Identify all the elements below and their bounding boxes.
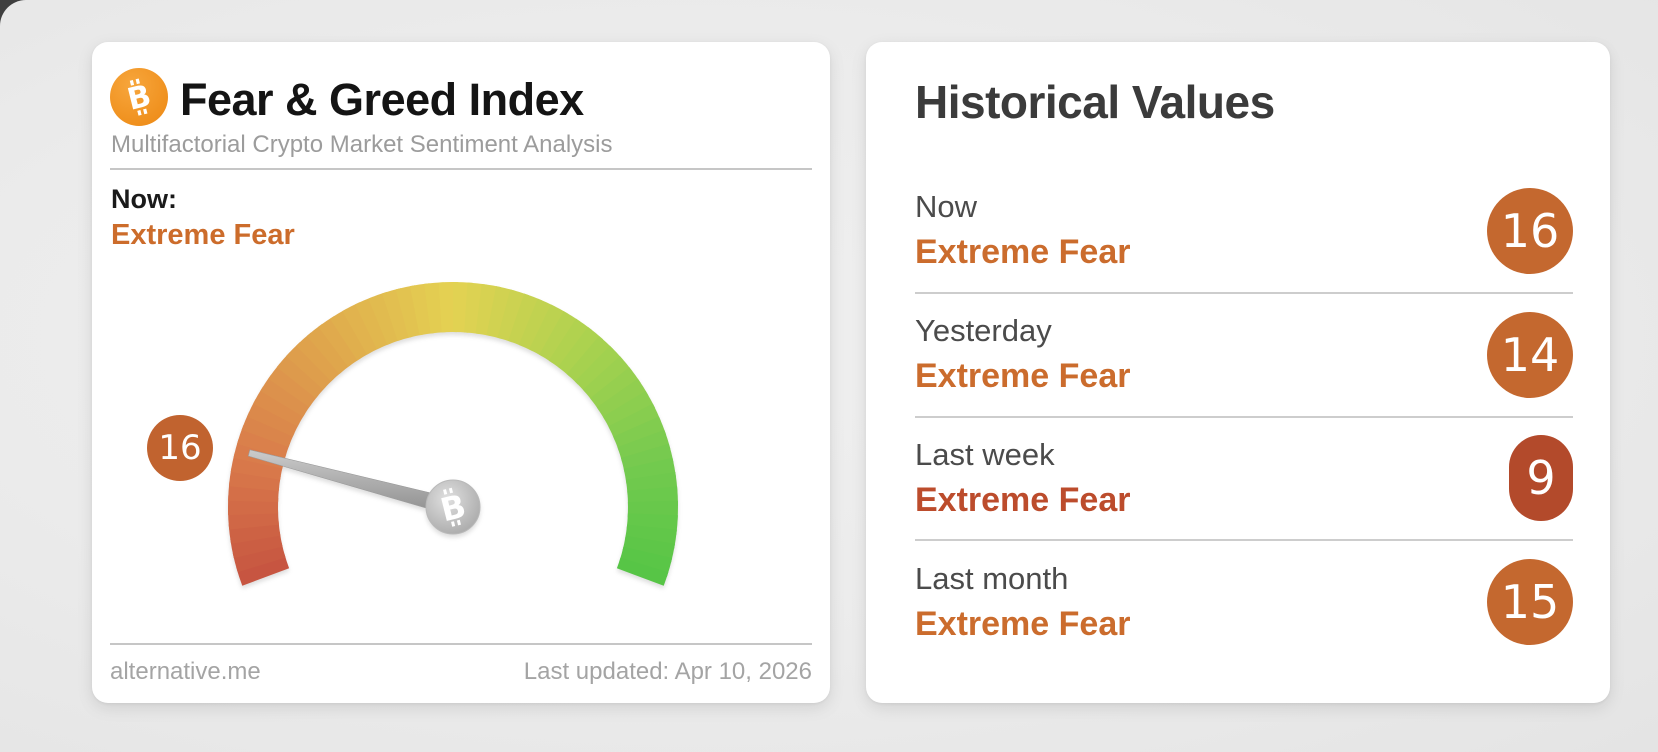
historical-values-card: Historical Values Now Extreme Fear 16 Ye… bbox=[866, 42, 1610, 703]
now-sentiment: Extreme Fear bbox=[111, 219, 295, 251]
historical-row-label: Last week bbox=[915, 436, 1055, 472]
historical-rows: Now Extreme Fear 16 Yesterday Extreme Fe… bbox=[915, 170, 1573, 663]
historical-row-sentiment: Extreme Fear bbox=[915, 480, 1131, 519]
header-divider bbox=[110, 168, 812, 170]
gauge-hub bbox=[425, 479, 481, 535]
historical-row: Now Extreme Fear 16 bbox=[915, 170, 1573, 292]
gauge-arc bbox=[228, 282, 678, 586]
historical-row-label: Now bbox=[915, 189, 978, 225]
card-footer: alternative.me Last updated: Apr 10, 202… bbox=[110, 658, 812, 686]
card-title: Fear & Greed Index bbox=[180, 74, 584, 125]
historical-row: Last week Extreme Fear 9 bbox=[915, 415, 1573, 540]
historical-row-value-badge: 15 bbox=[1487, 559, 1573, 646]
historical-row-sentiment: Extreme Fear bbox=[915, 357, 1131, 396]
historical-row-value-badge: 16 bbox=[1487, 187, 1573, 274]
footer-divider bbox=[110, 643, 812, 645]
bitcoin-icon: B bbox=[110, 68, 168, 126]
historical-row-value-badge: 9 bbox=[1509, 435, 1573, 522]
historical-row: Last month Extreme Fear 15 bbox=[915, 539, 1573, 663]
historical-row-text: Yesterday Extreme Fear bbox=[915, 313, 1130, 396]
historical-row-text: Last week Extreme Fear bbox=[915, 437, 1130, 520]
gauge-value-badge: 16 bbox=[147, 415, 213, 481]
source-text: alternative.me bbox=[110, 658, 261, 685]
historical-row-sentiment: Extreme Fear bbox=[915, 604, 1131, 643]
gauge-chart: B bbox=[228, 282, 678, 586]
historical-row-value-badge: 14 bbox=[1487, 311, 1573, 398]
bitcoin-icon-circle bbox=[110, 68, 168, 126]
historical-row-sentiment: Extreme Fear bbox=[915, 233, 1131, 272]
historical-row-text: Now Extreme Fear bbox=[915, 189, 1130, 272]
now-label: Now: bbox=[111, 184, 177, 214]
historical-row-label: Yesterday bbox=[915, 313, 1052, 349]
historical-row-text: Last month Extreme Fear bbox=[915, 561, 1130, 644]
historical-title: Historical Values bbox=[915, 76, 1275, 128]
historical-row: Yesterday Extreme Fear 14 bbox=[915, 291, 1573, 416]
last-updated-text: Last updated: Apr 10, 2026 bbox=[523, 658, 812, 685]
card-subtitle: Multifactorial Crypto Market Sentiment A… bbox=[111, 131, 613, 158]
fear-greed-card: B Fear & Greed Index Multifactorial Cryp… bbox=[92, 42, 830, 703]
historical-row-label: Last month bbox=[915, 560, 1069, 596]
